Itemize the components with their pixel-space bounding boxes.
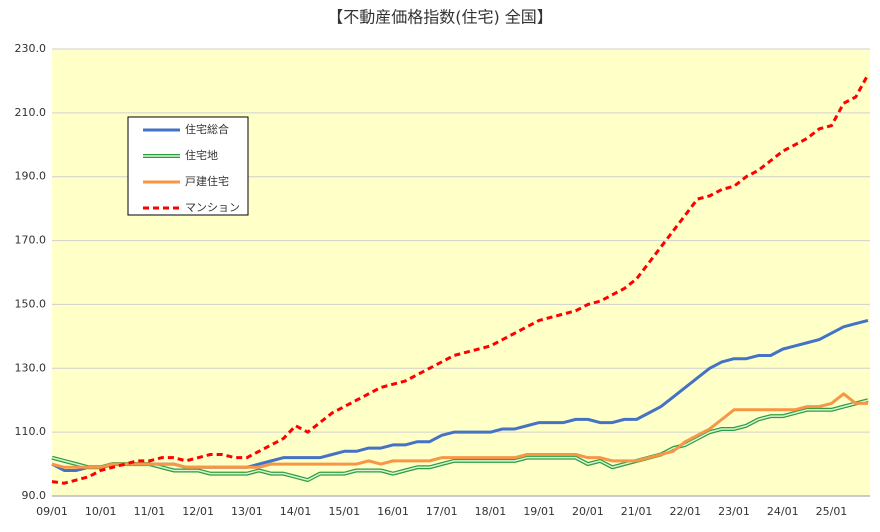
x-tick-label: 21/01 [621,505,653,518]
x-tick-label: 23/01 [718,505,750,518]
x-tick-label: 17/01 [426,505,458,518]
x-tick-label: 10/01 [85,505,117,518]
x-tick-label: 22/01 [669,505,701,518]
x-tick-label: 15/01 [328,505,360,518]
x-tick-label: 14/01 [280,505,312,518]
legend-label: 住宅地 [185,148,218,162]
x-tick-label: 18/01 [475,505,507,518]
x-tick-label: 13/01 [231,505,263,518]
x-tick-label: 09/01 [36,505,68,518]
x-tick-label: 25/01 [816,505,848,518]
series-line [51,392,868,469]
y-tick-label: 90.0 [22,489,47,502]
chart-title: 【不動産価格指数(住宅) 全国】 [327,8,553,27]
y-tick-label: 190.0 [15,170,47,183]
y-tick-label: 170.0 [15,234,47,247]
y-tick-label: 130.0 [15,361,47,374]
legend-label: マンション [185,201,240,214]
y-tick-label: 110.0 [15,425,47,438]
legend-label: 住宅総合 [185,122,229,136]
y-tick-label: 150.0 [15,297,47,310]
x-tick-label: 12/01 [182,505,214,518]
y-tick-label: 210.0 [15,106,47,119]
legend [127,116,249,216]
x-tick-label: 24/01 [767,505,799,518]
plot-area [52,49,870,496]
x-tick-label: 19/01 [523,505,555,518]
x-tick-label: 11/01 [134,505,166,518]
legend-label: 戸建住宅 [185,174,229,188]
series-line [51,73,870,485]
x-tick-label: 16/01 [377,505,409,518]
series-line [51,399,869,481]
x-tick-label: 20/01 [572,505,604,518]
y-tick-label: 230.0 [15,42,47,55]
